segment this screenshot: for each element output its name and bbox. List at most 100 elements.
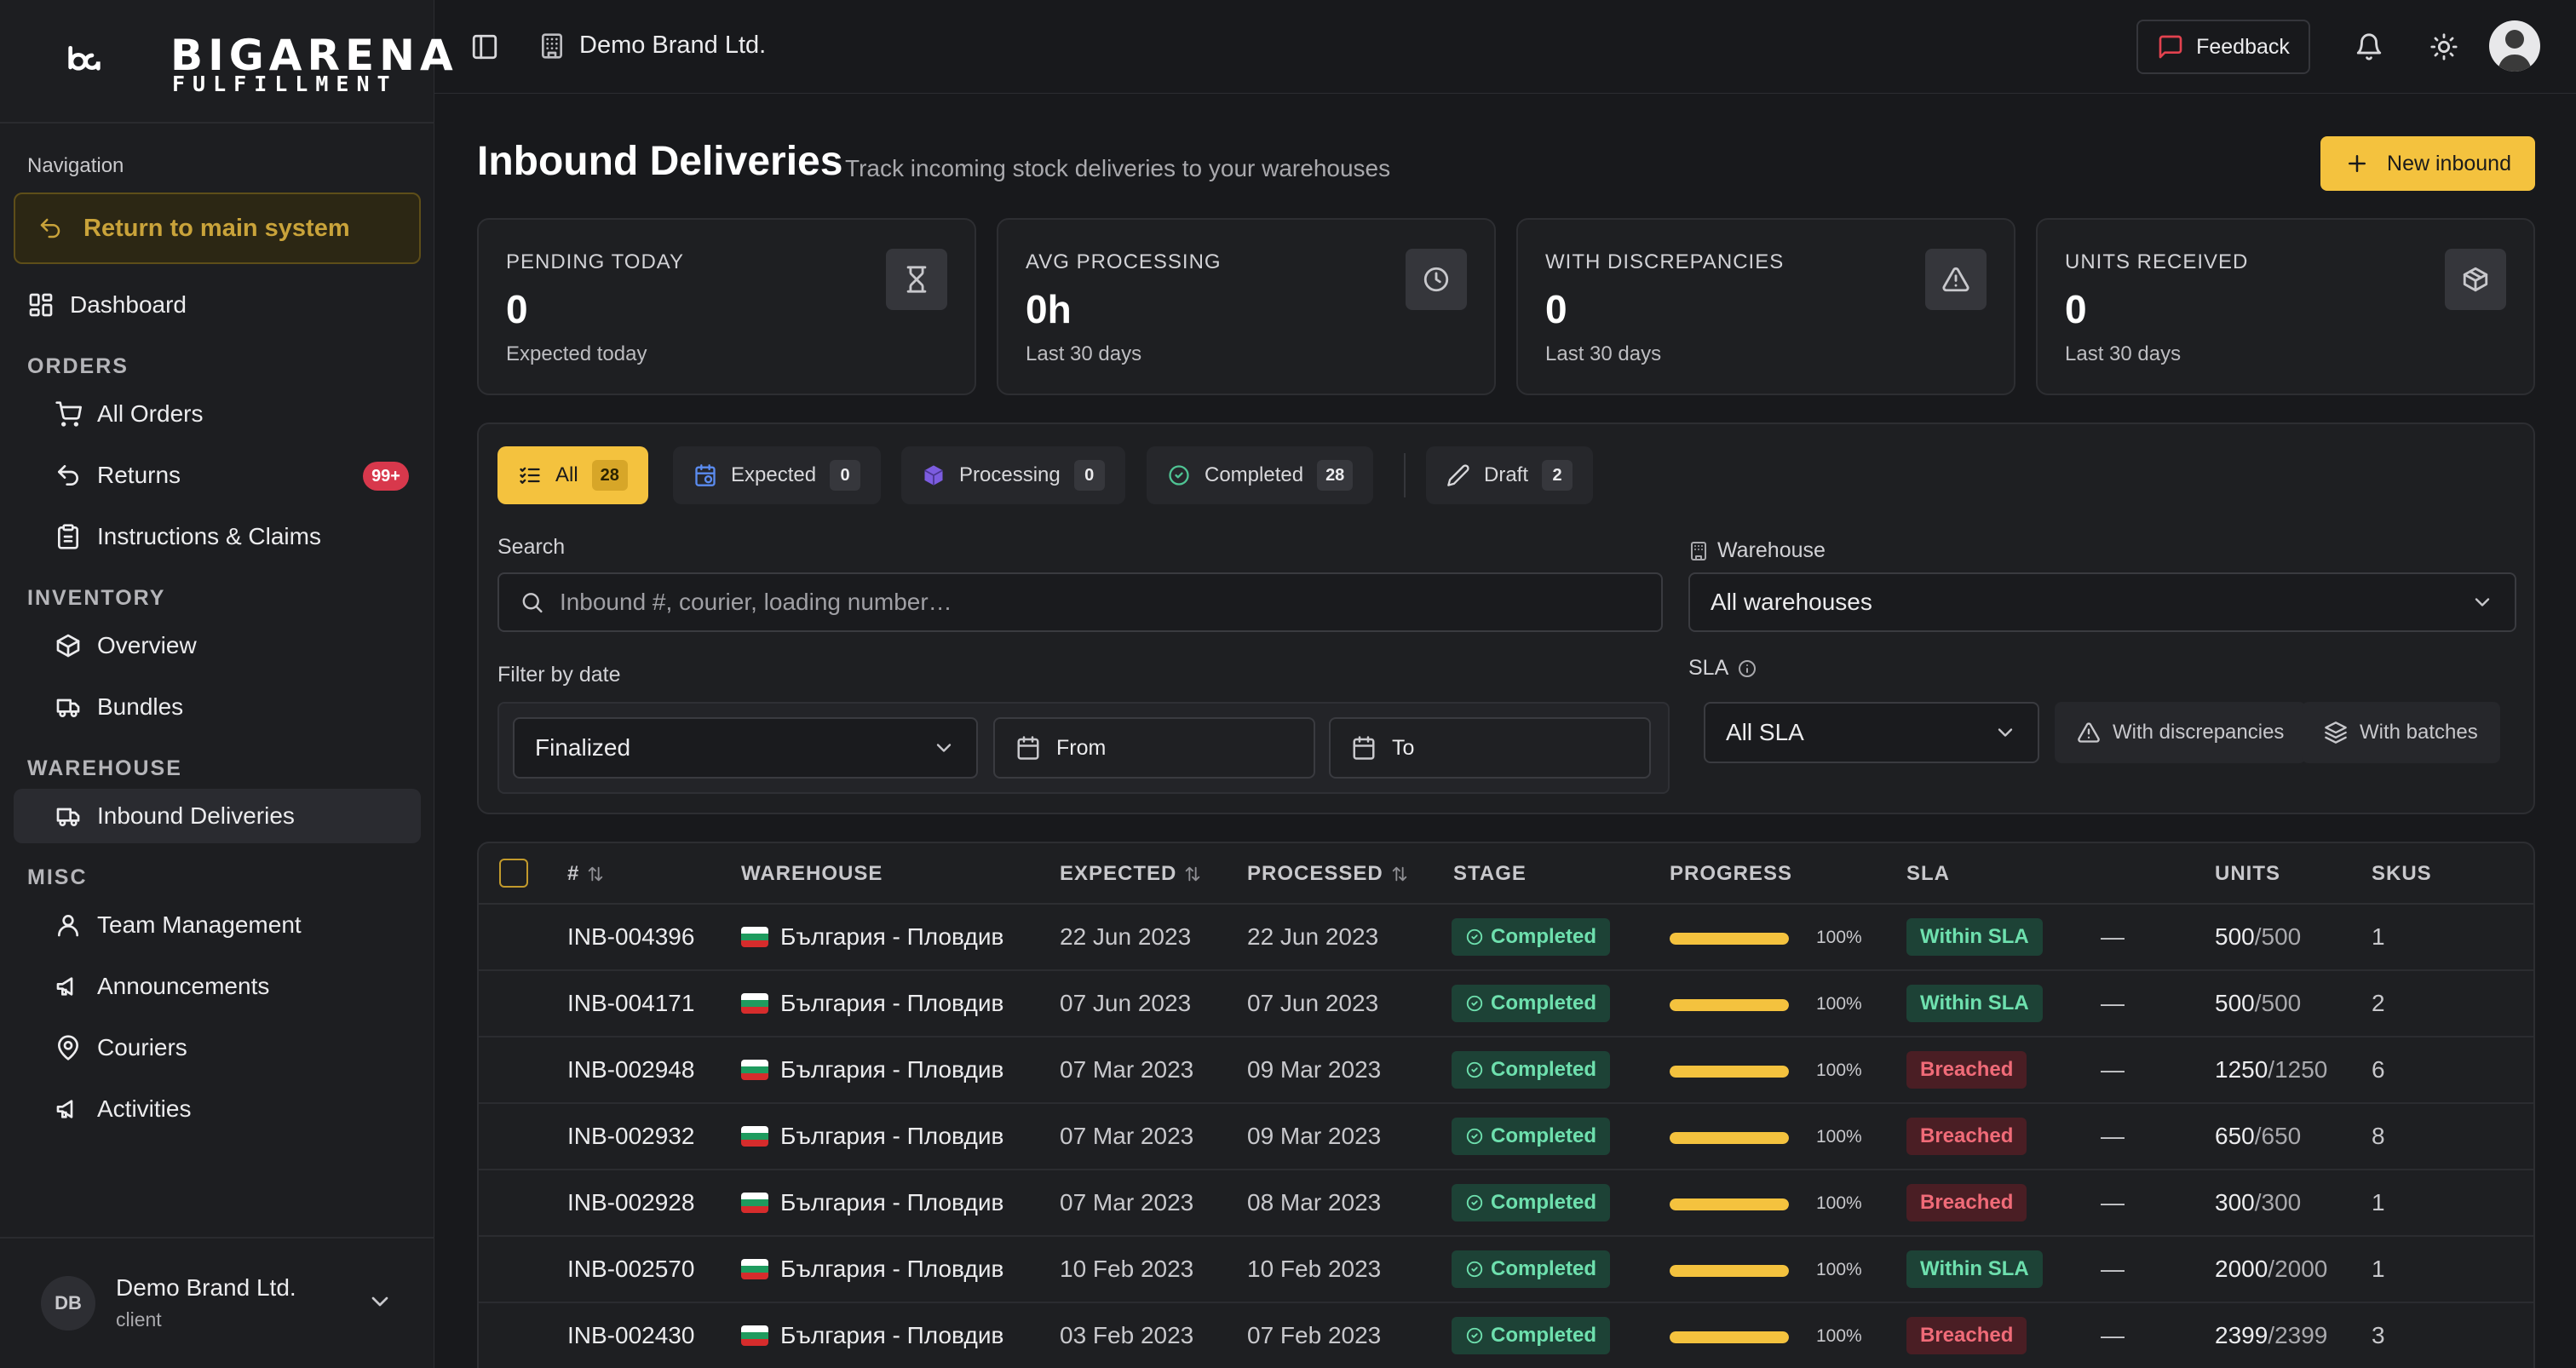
sort-icon [589, 866, 603, 882]
tab-count: 2 [1542, 460, 1573, 491]
sidebar-item-label: Inbound Deliveries [97, 802, 295, 829]
sidebar-item-team-management[interactable]: Team Management [14, 898, 421, 952]
sidebar-item-couriers[interactable]: Couriers [14, 1020, 421, 1075]
stat-label: WITH DISCREPANCIES [1545, 250, 1785, 273]
table-row[interactable]: INB-002928 България - Пловдив 07 Mar 202… [479, 1170, 2533, 1237]
sidebar-item-inbound-deliveries[interactable]: Inbound Deliveries [14, 789, 421, 843]
sidebar-item-label: Team Management [97, 911, 302, 938]
chevron-down-icon[interactable] [366, 1288, 394, 1315]
progress-percent: 100% [1816, 1127, 1862, 1147]
table-row[interactable]: INB-002948 България - Пловдив 07 Mar 202… [479, 1037, 2533, 1104]
bell-icon[interactable] [2355, 32, 2383, 61]
stage-badge: Completed [1452, 1317, 1611, 1354]
sidebar-item-all-orders[interactable]: All Orders [14, 387, 421, 441]
table-row[interactable]: INB-002570 България - Пловдив 10 Feb 202… [479, 1237, 2533, 1303]
column-header-processed[interactable]: PROCESSED [1247, 862, 1409, 886]
section-orders: ORDERS [27, 354, 129, 378]
sla-badge: Breached [1906, 1118, 2027, 1155]
dashboard-icon [29, 293, 53, 317]
select-all-checkbox[interactable] [499, 859, 528, 888]
sla-select[interactable]: All SLA [1704, 702, 2039, 763]
inbound-number[interactable]: INB-002430 [567, 1322, 695, 1348]
sidebar-item-instructions[interactable]: Instructions & Claims [14, 509, 421, 564]
section-misc: MISC [27, 865, 88, 889]
search-field[interactable] [497, 572, 1663, 632]
sidebar-item-bundles[interactable]: Bundles [14, 680, 421, 734]
warehouse-name: България - Пловдив [780, 1256, 1004, 1282]
discrepancy-cell: — [2101, 1056, 2125, 1083]
table-row[interactable]: INB-002932 България - Пловдив 07 Mar 202… [479, 1104, 2533, 1170]
skus-cell: 3 [2372, 1322, 2385, 1348]
box-icon [2445, 249, 2506, 310]
units-total: /500 [2254, 990, 2302, 1016]
progress-bar [1670, 999, 1789, 1011]
sidebar-item-returns[interactable]: Returns 99+ [14, 448, 421, 503]
profile-avatar[interactable] [2489, 20, 2540, 72]
table-row[interactable]: INB-002430 България - Пловдив 03 Feb 202… [479, 1303, 2533, 1368]
stage-badge: Completed [1452, 1184, 1611, 1221]
tab-count: 28 [591, 460, 628, 491]
column-header-number[interactable]: # [567, 862, 605, 886]
check-circle-icon [1466, 1128, 1483, 1145]
plus-icon [2349, 155, 2366, 172]
inbound-number[interactable]: INB-002932 [567, 1123, 695, 1149]
sidebar-item-activities[interactable]: Activities [14, 1082, 421, 1136]
inbound-number[interactable]: INB-004171 [567, 990, 695, 1016]
progress-fill [1670, 999, 1789, 1011]
search-icon [522, 593, 543, 613]
sidebar-item-dashboard[interactable]: Dashboard [14, 278, 421, 332]
tab-processing[interactable]: Processing 0 [901, 446, 1125, 504]
inbound-number[interactable]: INB-004396 [567, 923, 695, 950]
tab-expected[interactable]: Expected 0 [673, 446, 882, 504]
check-circle-icon [1466, 995, 1483, 1012]
column-header-label: WAREHOUSE [741, 862, 883, 885]
tab-completed[interactable]: Completed 28 [1147, 446, 1374, 504]
sidebar-item-label: Couriers [97, 1034, 187, 1060]
user-avatar[interactable]: DB [41, 1276, 95, 1331]
warehouse-select[interactable]: All warehouses [1688, 572, 2516, 632]
stat-card-avg-processing: AVG PROCESSING 0h Last 30 days [997, 218, 1496, 395]
sla-label: SLA [1688, 656, 1757, 681]
progress-bar [1670, 1331, 1789, 1343]
column-header-expected[interactable]: EXPECTED [1060, 862, 1202, 886]
table-row[interactable]: INB-004396 България - Пловдив 22 Jun 202… [479, 905, 2533, 971]
hourglass-icon [886, 249, 947, 310]
tab-all[interactable]: All 28 [497, 446, 648, 504]
stage-label: Completed [1491, 925, 1597, 948]
units-total: /2000 [2268, 1256, 2328, 1282]
inbound-number[interactable]: INB-002570 [567, 1256, 695, 1282]
inbound-number[interactable]: INB-002928 [567, 1189, 695, 1216]
warehouse-name: България - Пловдив [780, 1322, 1004, 1348]
tab-label: Expected [731, 463, 817, 486]
date-to-picker[interactable]: To [1329, 717, 1651, 779]
sidebar-item-overview[interactable]: Overview [14, 618, 421, 673]
sidebar-item-label: Activities [97, 1095, 192, 1122]
progress-fill [1670, 1331, 1789, 1343]
with-batches-toggle[interactable]: With batches [2302, 702, 2500, 763]
progress-percent: 100% [1816, 994, 1862, 1014]
with-discrepancies-toggle[interactable]: With discrepancies [2055, 702, 2307, 763]
info-icon[interactable] [1737, 658, 1757, 679]
sun-icon[interactable] [2429, 32, 2458, 61]
date-mode-select[interactable]: Finalized [513, 717, 978, 779]
stat-value: 0 [2065, 287, 2087, 331]
search-input[interactable] [559, 589, 1641, 616]
inbound-number[interactable]: INB-002948 [567, 1056, 695, 1083]
skus-cell: 2 [2372, 990, 2385, 1016]
return-to-main-button[interactable]: Return to main system [14, 193, 421, 264]
check-circle-icon [1169, 465, 1189, 486]
new-inbound-button[interactable]: New inbound [2320, 136, 2535, 191]
sidebar-item-announcements[interactable]: Announcements [14, 959, 421, 1014]
nav-heading: Navigation [27, 154, 124, 177]
feedback-button[interactable]: Feedback [2136, 20, 2310, 74]
bigarena-logo-icon [68, 46, 101, 71]
sidebar-toggle-icon[interactable] [470, 32, 499, 61]
with-discrepancies-label: With discrepancies [2113, 721, 2285, 744]
tab-count: 0 [1073, 460, 1105, 491]
progress-fill [1670, 933, 1789, 945]
current-brand[interactable]: Demo Brand Ltd. [579, 32, 767, 59]
tab-draft[interactable]: Draft 2 [1426, 446, 1594, 504]
stage-label: Completed [1491, 992, 1597, 1015]
table-row[interactable]: INB-004171 България - Пловдив 07 Jun 202… [479, 971, 2533, 1037]
date-from-picker[interactable]: From [993, 717, 1315, 779]
